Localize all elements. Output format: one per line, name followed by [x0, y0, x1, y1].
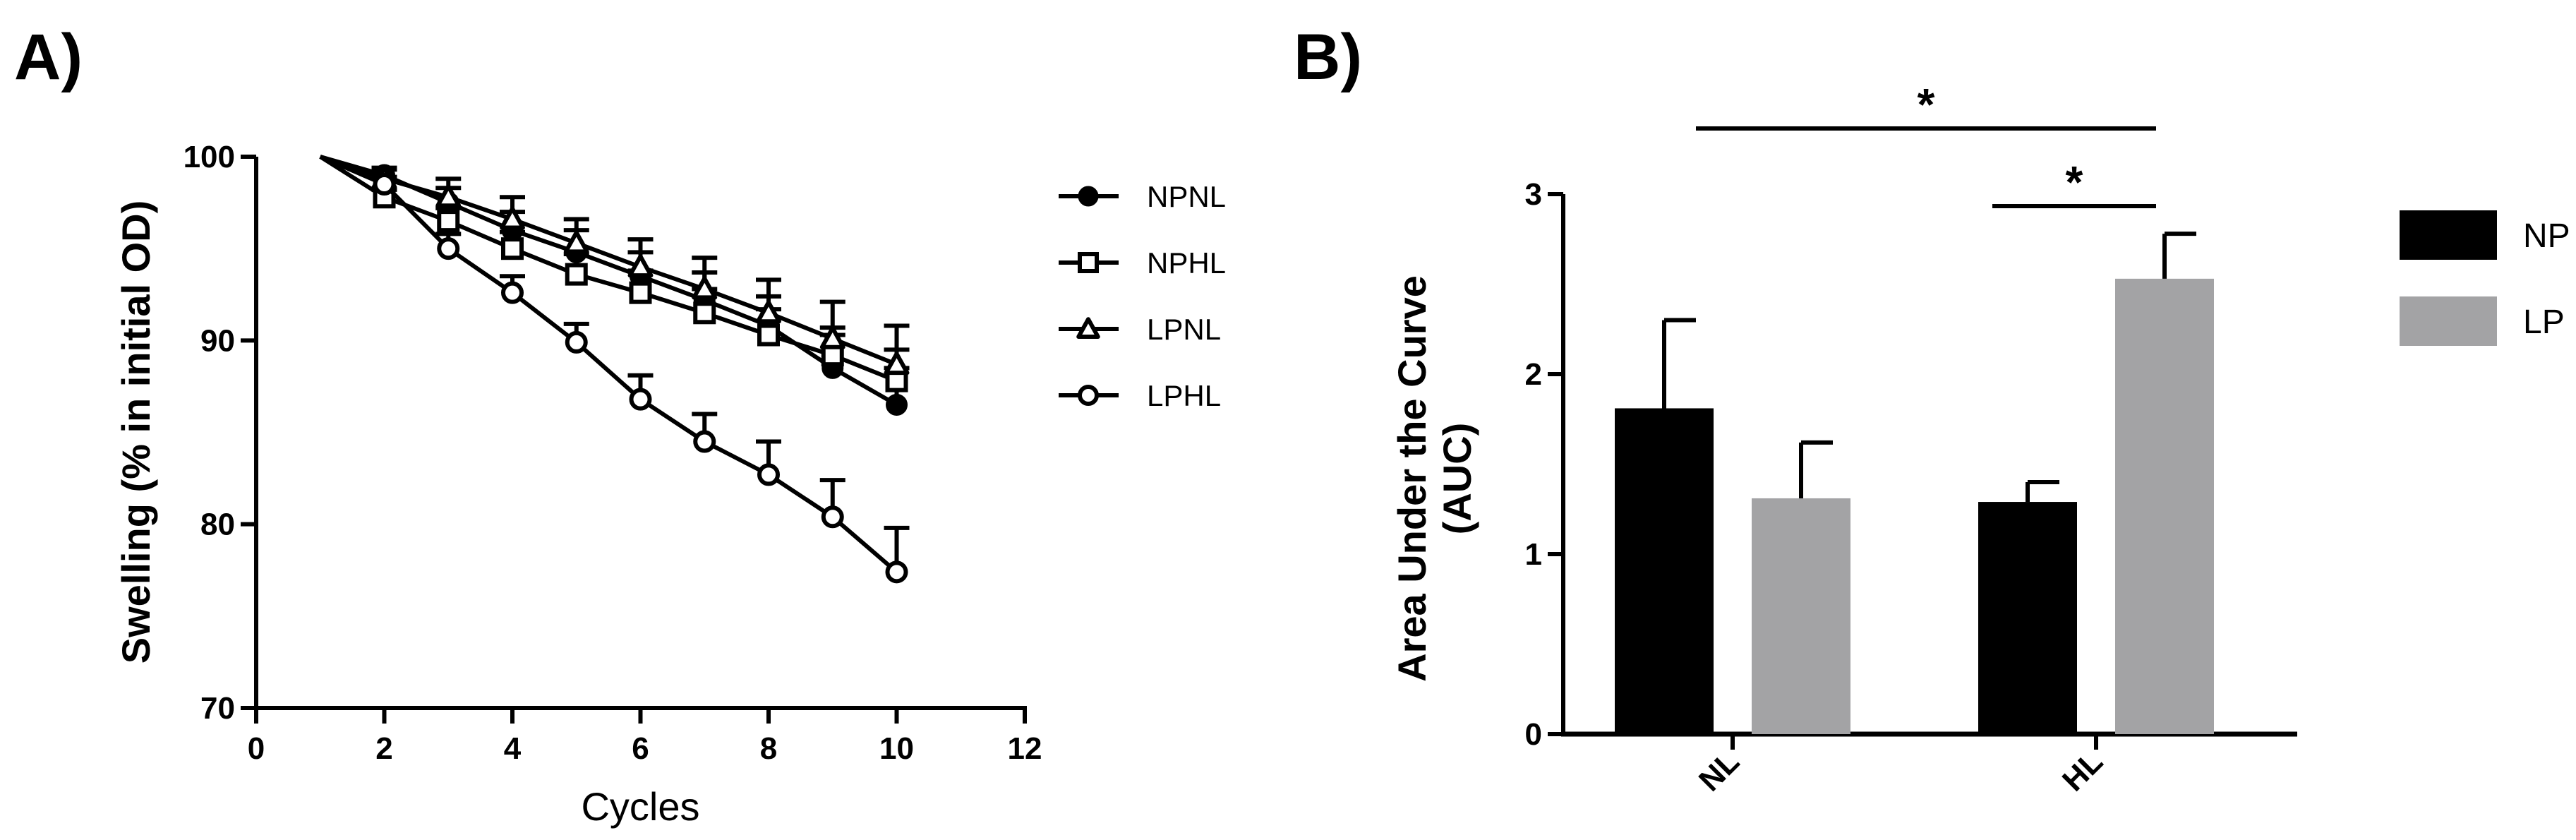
- data-point: [627, 254, 654, 278]
- data-point: [821, 505, 844, 529]
- legend-item-lpnl: LPNL: [1059, 313, 1221, 346]
- legend-swatch: [2400, 210, 2497, 260]
- legend-marker: [1078, 385, 1099, 406]
- panel-a-label: A): [14, 21, 83, 93]
- y-tick-label: 0: [1525, 717, 1542, 752]
- data-point: [500, 206, 525, 230]
- legend-item-lp: LP: [2400, 296, 2565, 346]
- data-point: [757, 323, 780, 347]
- series-lphl: [319, 155, 910, 584]
- y-tick-label: 70: [200, 691, 235, 726]
- legend-item-nphl: NPHL: [1059, 246, 1226, 280]
- bar-np: [1615, 408, 1714, 734]
- legend-marker: [1078, 252, 1099, 273]
- data-point: [885, 560, 908, 584]
- legend-item-npnl: NPNL: [1059, 180, 1226, 213]
- series-lpnl: [319, 155, 910, 376]
- legend-marker: [1078, 186, 1099, 207]
- data-point: [629, 388, 652, 411]
- x-tick-label: 10: [879, 731, 914, 766]
- significance-star: *: [1918, 79, 1935, 130]
- y-axis-title: Swelling (% in initial OD): [114, 200, 158, 664]
- x-tick-label: HL: [2056, 744, 2109, 798]
- data-point: [501, 237, 524, 260]
- y-axis-title-line: (AUC): [1435, 423, 1479, 535]
- y-tick-label: 3: [1525, 177, 1542, 212]
- data-point: [437, 237, 460, 260]
- legend-label: NPNL: [1147, 180, 1226, 213]
- data-point: [565, 263, 588, 286]
- data-point: [435, 184, 462, 208]
- data-point: [819, 325, 845, 349]
- bar-np: [1978, 502, 2077, 734]
- legend-label: NP: [2523, 217, 2570, 255]
- data-point: [693, 430, 716, 453]
- data-point: [757, 463, 780, 486]
- x-tick-label: 6: [632, 731, 649, 766]
- series-line: [319, 155, 898, 383]
- legend-item-lphl: LPHL: [1059, 379, 1221, 412]
- y-tick-label: 2: [1525, 357, 1542, 392]
- y-tick-label: 80: [200, 508, 235, 542]
- panel-a-line-chart: A) 70 80 90 100 0 2 4 6 8 10 12 Cycles Swelling (% in…: [14, 21, 1226, 829]
- series-line: [319, 155, 898, 366]
- data-point: [884, 352, 910, 376]
- data-point: [756, 300, 781, 324]
- panel-b-label: B): [1294, 21, 1362, 93]
- significance-star: *: [2066, 157, 2083, 208]
- series-line: [319, 155, 898, 574]
- bar-group-nl: [1615, 318, 1850, 734]
- data-point: [501, 281, 524, 304]
- y-axis-title-line: Area Under the Curve: [1390, 275, 1434, 682]
- legend: NP LP: [2400, 210, 2570, 346]
- y-tick-label: 1: [1525, 537, 1542, 572]
- bar-group-hl: [1978, 232, 2214, 735]
- legend-label: LP: [2523, 304, 2565, 341]
- x-tick-label: 4: [504, 731, 522, 766]
- significance-annotations: **: [1696, 79, 2156, 208]
- y-tick-label: 100: [183, 140, 235, 174]
- legend: NPNL NPHL LPNL LPHL: [1059, 180, 1226, 412]
- legend-label: NPHL: [1147, 246, 1226, 280]
- x-tick-label: 2: [375, 731, 392, 766]
- data-point: [373, 173, 396, 196]
- legend-marker: [1076, 317, 1100, 340]
- data-point: [565, 330, 588, 354]
- legend-label: LPHL: [1147, 379, 1221, 412]
- bar-lp: [2115, 278, 2214, 735]
- x-tick-label: 12: [1008, 731, 1042, 766]
- data-point: [692, 276, 718, 300]
- x-tick-label: 0: [248, 731, 265, 766]
- legend-item-np: NP: [2400, 210, 2570, 260]
- legend-label: LPNL: [1147, 313, 1221, 346]
- data-point: [693, 301, 716, 325]
- data-point: [437, 210, 460, 233]
- legend-swatch: [2400, 296, 2497, 346]
- x-tick-label: NL: [1692, 744, 1746, 798]
- bar-lp: [1752, 498, 1850, 734]
- y-tick-label: 90: [200, 323, 235, 358]
- x-tick-label: 8: [760, 731, 777, 766]
- x-axis-title: Cycles: [581, 784, 699, 829]
- data-point: [629, 281, 652, 304]
- series-line: [319, 155, 898, 407]
- data-point: [886, 393, 908, 416]
- data-point: [563, 230, 589, 254]
- series-nphl: [319, 155, 910, 392]
